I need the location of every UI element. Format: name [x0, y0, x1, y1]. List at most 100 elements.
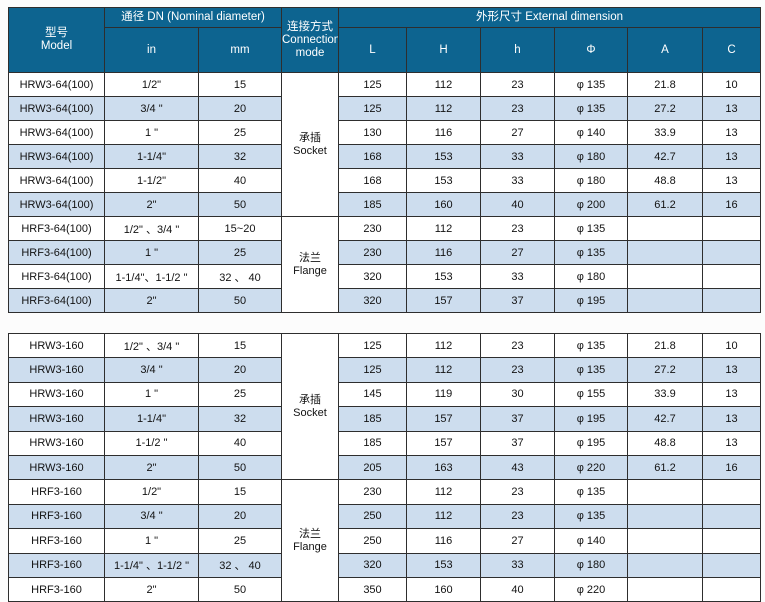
cell-in: 1 "	[104, 528, 199, 554]
col-header-dn-group: 通径 DN (Nominal diameter)	[104, 7, 282, 28]
cell-A: 61.2	[627, 454, 703, 481]
cell-phi: φ 135	[554, 479, 628, 505]
cell-L: 250	[338, 528, 407, 554]
cell-C: 16	[701, 192, 762, 217]
cell-A: 21.8	[627, 72, 703, 97]
table-row: HRF3-160 1-1/4" 、1-1/2 " 32 、 40 320 153 33 φ …	[8, 552, 761, 578]
cell-A: 48.8	[627, 168, 703, 193]
cell-h: 40	[480, 192, 555, 217]
cell-H: 112	[406, 332, 481, 359]
cell-in: 3/4 "	[104, 503, 199, 530]
table-row: HRF3-160 3/4 " 20 250 112 23 φ 135	[8, 503, 761, 530]
cell-L: 320	[338, 552, 407, 578]
cell-mm: 32 、 40	[198, 552, 282, 578]
cell-C: 13	[702, 406, 761, 432]
cell-C: 13	[702, 430, 761, 456]
cell-in: 1-1/4"、1-1/2 "	[104, 264, 199, 289]
cell-A: 21.8	[627, 332, 703, 359]
cell-A	[627, 479, 703, 505]
cell-h: 33	[480, 552, 555, 578]
cell-C	[701, 216, 762, 241]
cell-mm: 25	[198, 528, 282, 554]
cell-L: 168	[338, 144, 407, 169]
cell-h: 33	[480, 168, 555, 193]
cell-in: 1 "	[104, 381, 199, 408]
cell-mm: 20	[198, 357, 282, 383]
table-row: HRF3-160 2" 50 350 160 40 φ 220	[8, 576, 761, 602]
col-header-dimension-group: 外形尺寸 External dimension	[337, 7, 762, 28]
cell-model: HRW3-160	[8, 332, 105, 359]
cell-mm: 15	[198, 479, 282, 505]
cell-in: 2"	[104, 288, 199, 313]
cell-model: HRF3-64(100)	[8, 216, 105, 241]
cell-H: 163	[406, 454, 481, 481]
cell-H: 157	[406, 430, 481, 456]
cell-h: 30	[480, 381, 555, 408]
cell-in: 1 "	[104, 120, 199, 145]
cell-phi: φ 180	[554, 168, 628, 193]
cell-in: 1-1/4"	[104, 406, 199, 432]
cell-C	[702, 503, 761, 530]
cell-h: 37	[480, 406, 555, 432]
cell-in: 1/2"	[104, 479, 199, 505]
cell-L: 205	[338, 454, 407, 481]
cell-phi: φ 140	[554, 528, 628, 554]
cell-model: HRF3-160	[8, 528, 105, 554]
cell-H: 160	[406, 576, 481, 602]
table-row: HRF3-64(100) 1-1/4"、1-1/2 " 32 、 40 320 153 3…	[8, 264, 762, 289]
cell-L: 320	[338, 264, 407, 289]
header-row-columns: in mm L H h Φ A C	[9, 27, 762, 73]
table-header: 型号 Model 通径 DN (Nominal diameter) 连接方式 C…	[8, 7, 762, 73]
cell-in: 3/4 "	[104, 357, 199, 383]
table-row: HRF3-160 1 " 25 250 116 27 φ 140	[8, 528, 761, 554]
table-row: HRW3-64(100) 1-1/2" 40 168 153 33 φ 180 48.8 13	[8, 168, 762, 193]
cell-h: 43	[480, 454, 555, 481]
cell-h: 27	[480, 120, 555, 145]
cell-H: 112	[406, 357, 481, 383]
col-header-connection-en1: Connection	[282, 33, 339, 46]
cell-h: 23	[480, 503, 555, 530]
cell-in: 1/2"	[104, 72, 199, 97]
cell-phi: φ 180	[554, 144, 628, 169]
cell-phi: φ 195	[554, 430, 628, 456]
cell-model: HRF3-160	[8, 479, 105, 505]
cell-model: HRW3-64(100)	[8, 192, 105, 217]
connection-en-label: Socket	[293, 406, 327, 419]
cell-model: HRF3-64(100)	[8, 264, 105, 289]
table-row: HRW3-64(100) 1 " 25 130 116 27 φ 140 33.9 13	[8, 120, 762, 145]
table-row: HRW3-64(100) 1-1/4" 32 168 153 33 φ 180 42.7 13	[8, 144, 762, 169]
cell-H: 119	[406, 381, 481, 408]
col-header-h: h	[480, 27, 555, 73]
cell-h: 23	[480, 96, 555, 121]
cell-L: 320	[338, 288, 407, 313]
cell-phi: φ 135	[554, 216, 628, 241]
cell-h: 23	[480, 357, 555, 383]
cell-h: 23	[480, 479, 555, 505]
cell-H: 116	[406, 120, 481, 145]
col-header-L: L	[338, 27, 407, 73]
cell-in: 2"	[104, 454, 199, 481]
cell-C	[702, 528, 761, 554]
cell-A: 48.8	[627, 430, 703, 456]
cell-phi: φ 155	[554, 381, 628, 408]
cell-h: 23	[480, 72, 555, 97]
connection-mode-cell: 承插 Socket	[281, 72, 339, 217]
cell-h: 23	[480, 216, 555, 241]
cell-L: 230	[338, 216, 407, 241]
cell-phi: φ 195	[554, 406, 628, 432]
cell-H: 116	[406, 528, 481, 554]
table-row: HRF3-64(100) 2" 50 320 157 37 φ 195	[8, 288, 762, 313]
cell-h: 33	[480, 144, 555, 169]
col-header-connection-mode: 连接方式 Connection mode	[281, 7, 339, 73]
cell-h: 23	[480, 332, 555, 359]
cell-in: 1-1/2 "	[104, 430, 199, 456]
cell-in: 1-1/4"	[104, 144, 199, 169]
cell-C	[701, 240, 762, 265]
col-header-mm: mm	[198, 27, 282, 73]
cell-model: HRF3-64(100)	[8, 288, 105, 313]
cell-L: 350	[338, 576, 407, 602]
cell-L: 145	[338, 381, 407, 408]
table-row: HRF3-64(100) 1 " 25 230 116 27 φ 135	[8, 240, 762, 265]
cell-in: 2"	[104, 192, 199, 217]
table-row: HRF3-160 1/2" 15 法兰 Flange 230 112 23 φ 135	[8, 479, 761, 602]
